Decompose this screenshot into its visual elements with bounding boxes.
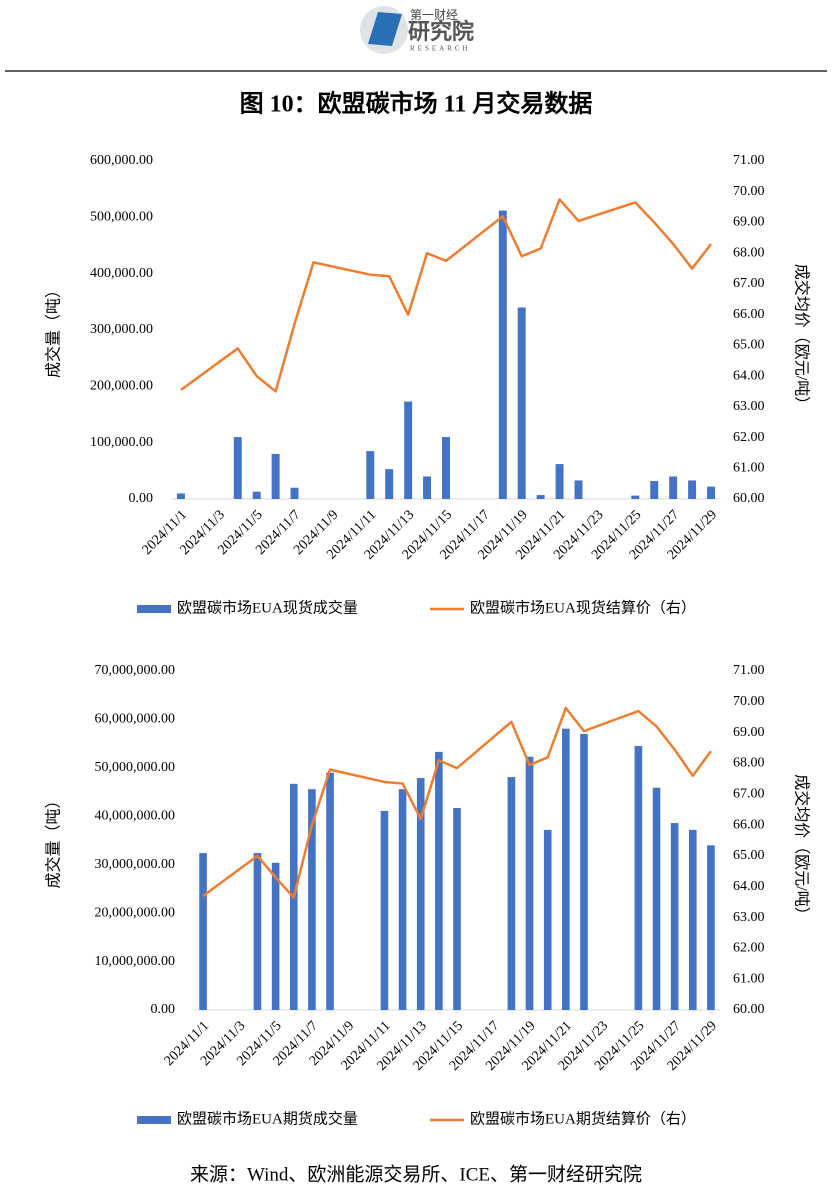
- y2-tick-label: 67.00: [733, 786, 765, 801]
- y2-tick-label: 62.00: [733, 941, 765, 956]
- y2-tick-label: 66.00: [733, 817, 765, 832]
- bar: [453, 808, 461, 1010]
- y2-tick-label: 71.00: [733, 153, 765, 168]
- bar: [650, 480, 659, 499]
- y-tick-label: 20,000,000.00: [95, 905, 176, 920]
- y-tick-label: 50,000,000.00: [95, 760, 176, 775]
- line: [180, 198, 713, 393]
- bar: [580, 733, 588, 1010]
- legend-swatch: [137, 605, 171, 613]
- y2-tick-label: 71.00: [733, 663, 765, 678]
- logo-name: 第一财经: [410, 8, 458, 22]
- y2-tick-label: 67.00: [733, 276, 765, 291]
- bar: [525, 756, 534, 1010]
- y2-tick-label: 69.00: [733, 215, 765, 230]
- bar: [176, 493, 185, 499]
- bar: [631, 495, 640, 499]
- y-axis-title: 成交量（吨）: [45, 792, 63, 888]
- y2-tick-label: 70.00: [733, 694, 765, 709]
- y-tick-label: 0.00: [151, 1002, 176, 1017]
- logo: 第一财经 研究院 RESEARCH: [360, 6, 474, 54]
- bar: [435, 751, 443, 1010]
- y2-axis-title: 成交均价（欧元/吨）: [792, 774, 810, 922]
- bar: [398, 789, 407, 1010]
- y-tick-label: 400,000.00: [90, 266, 153, 281]
- y-tick-label: 300,000.00: [90, 322, 153, 337]
- bar: [669, 476, 678, 499]
- legend-label: 欧盟碳市场EUA期货成交量: [177, 1109, 358, 1127]
- bar: [366, 451, 375, 499]
- bar: [555, 464, 564, 499]
- bar: [707, 845, 715, 1010]
- y2-tick-label: 60.00: [733, 491, 765, 506]
- page-title: 图 10：欧盟碳市场 11 月交易数据: [240, 90, 593, 118]
- bar: [543, 829, 552, 1010]
- y-tick-label: 30,000,000.00: [95, 857, 176, 872]
- bar: [670, 823, 679, 1010]
- y2-tick-label: 63.00: [733, 399, 765, 414]
- y-tick-label: 600,000.00: [90, 153, 153, 168]
- y2-tick-label: 65.00: [733, 848, 765, 863]
- bar: [416, 778, 425, 1010]
- bar: [404, 401, 413, 499]
- bar: [199, 853, 207, 1010]
- bar: [707, 486, 716, 499]
- logo-sub: RESEARCH: [410, 45, 471, 53]
- y2-tick-label: 60.00: [733, 1002, 765, 1017]
- y-tick-label: 500,000.00: [90, 210, 153, 225]
- bar: [442, 437, 450, 499]
- y-tick-label: 10,000,000.00: [95, 954, 176, 969]
- y2-tick-label: 61.00: [733, 460, 765, 475]
- bar: [688, 480, 697, 499]
- y-tick-label: 70,000,000.00: [95, 663, 176, 678]
- y-tick-label: 0.00: [129, 491, 154, 506]
- bar: [517, 307, 526, 499]
- y-axis-title: 成交量（吨）: [45, 282, 63, 378]
- y-tick-label: 100,000.00: [90, 435, 153, 450]
- y2-axis-title: 成交均价（欧元/吨）: [792, 264, 810, 412]
- y2-tick-label: 68.00: [733, 245, 765, 260]
- y2-tick-label: 70.00: [733, 184, 765, 199]
- line: [202, 706, 712, 899]
- y2-tick-label: 62.00: [733, 430, 765, 445]
- bar: [326, 772, 334, 1010]
- y-tick-label: 60,000,000.00: [95, 712, 176, 727]
- bar: [252, 491, 261, 499]
- bar: [308, 789, 316, 1010]
- legend-swatch: [137, 1116, 171, 1124]
- y2-tick-label: 63.00: [733, 910, 765, 925]
- bar: [290, 487, 299, 499]
- bar: [253, 853, 262, 1010]
- y2-tick-label: 65.00: [733, 338, 765, 353]
- bar: [385, 469, 394, 499]
- bar: [498, 210, 507, 499]
- logo-org: 研究院: [408, 19, 474, 44]
- bar: [507, 777, 516, 1010]
- bar: [562, 728, 570, 1010]
- y2-tick-label: 61.00: [733, 971, 765, 986]
- bar: [574, 480, 583, 499]
- bar: [380, 810, 389, 1010]
- bar: [652, 787, 661, 1010]
- logo-icon: [368, 12, 402, 46]
- bar: [536, 495, 545, 499]
- y2-tick-label: 64.00: [733, 368, 765, 383]
- y2-tick-label: 64.00: [733, 879, 765, 894]
- y-tick-label: 40,000,000.00: [95, 809, 176, 824]
- legend-label: 欧盟碳市场EUA期货结算价（右）: [470, 1109, 696, 1127]
- bar: [634, 746, 643, 1010]
- legend-label: 欧盟碳市场EUA现货成交量: [177, 598, 358, 616]
- bar: [271, 453, 280, 499]
- bar: [271, 862, 280, 1010]
- bar: [423, 476, 432, 499]
- y2-tick-label: 69.00: [733, 725, 765, 740]
- source: 来源：Wind、欧洲能源交易所、ICE、第一财经研究院: [190, 1163, 642, 1185]
- bar: [688, 829, 697, 1010]
- legend-label: 欧盟碳市场EUA现货结算价（右）: [470, 598, 696, 616]
- y-tick-label: 200,000.00: [90, 379, 153, 394]
- bar: [233, 437, 242, 499]
- y2-tick-label: 68.00: [733, 756, 765, 771]
- y2-tick-label: 66.00: [733, 307, 765, 322]
